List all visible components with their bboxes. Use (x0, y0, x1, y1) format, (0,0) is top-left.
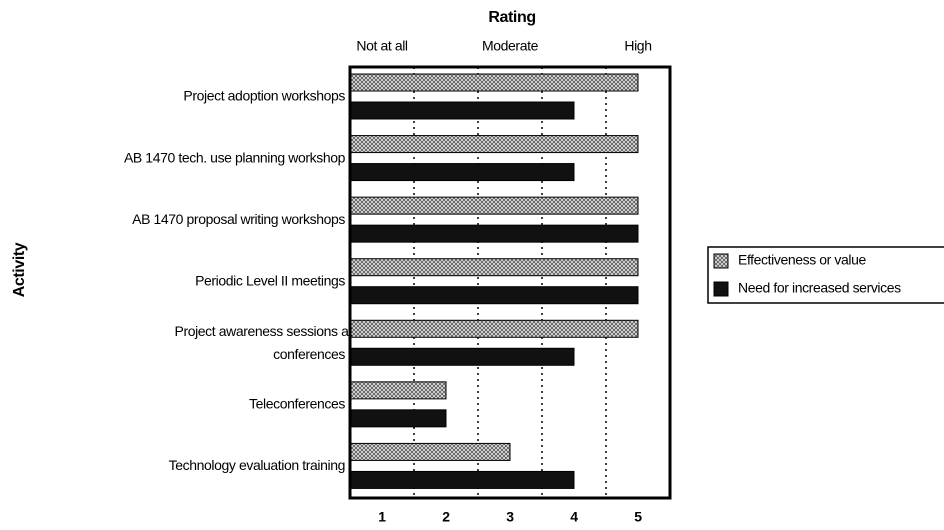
scale-label: Moderate (482, 38, 539, 54)
legend-swatch (713, 253, 729, 269)
x-tick-label: 2 (442, 509, 450, 525)
y-tick-label: Periodic Level II meetings (195, 272, 345, 288)
legend-label: Need for increased services (738, 280, 901, 296)
bar (349, 101, 575, 120)
legend-swatch (713, 281, 729, 297)
y-axis-label: Activity (11, 242, 28, 297)
x-axis-label: Rating (488, 9, 535, 26)
legend-label: Effectiveness or value (738, 252, 867, 268)
bar (349, 409, 447, 428)
y-tick-label: Technology evaluation training (169, 457, 345, 473)
bar (349, 196, 639, 215)
bar (349, 163, 575, 182)
bar (349, 442, 511, 461)
bar (349, 135, 639, 154)
bar (349, 319, 639, 338)
bar (349, 73, 639, 92)
y-tick-label: AB 1470 proposal writing workshops (132, 211, 345, 227)
plot-frame (348, 65, 672, 500)
bar (349, 286, 639, 305)
legend-frame (707, 246, 944, 304)
y-tick-label: Project adoption workshops (183, 88, 345, 104)
x-tick-label: 3 (506, 509, 514, 525)
x-tick-label: 4 (570, 509, 578, 525)
bar (349, 381, 447, 400)
scale-label: Not at all (356, 38, 408, 54)
bar (349, 347, 575, 366)
bar (349, 470, 575, 489)
scale-label: High (624, 38, 651, 54)
y-tick-label: AB 1470 tech. use planning workshop (124, 149, 346, 165)
bar (349, 258, 639, 277)
y-tick-label: Project awareness sessions at conferences (175, 322, 353, 361)
x-tick-label: 1 (378, 509, 386, 525)
x-tick-label: 5 (634, 509, 642, 525)
y-tick-label: Teleconferences (249, 396, 345, 412)
bar (349, 224, 639, 243)
